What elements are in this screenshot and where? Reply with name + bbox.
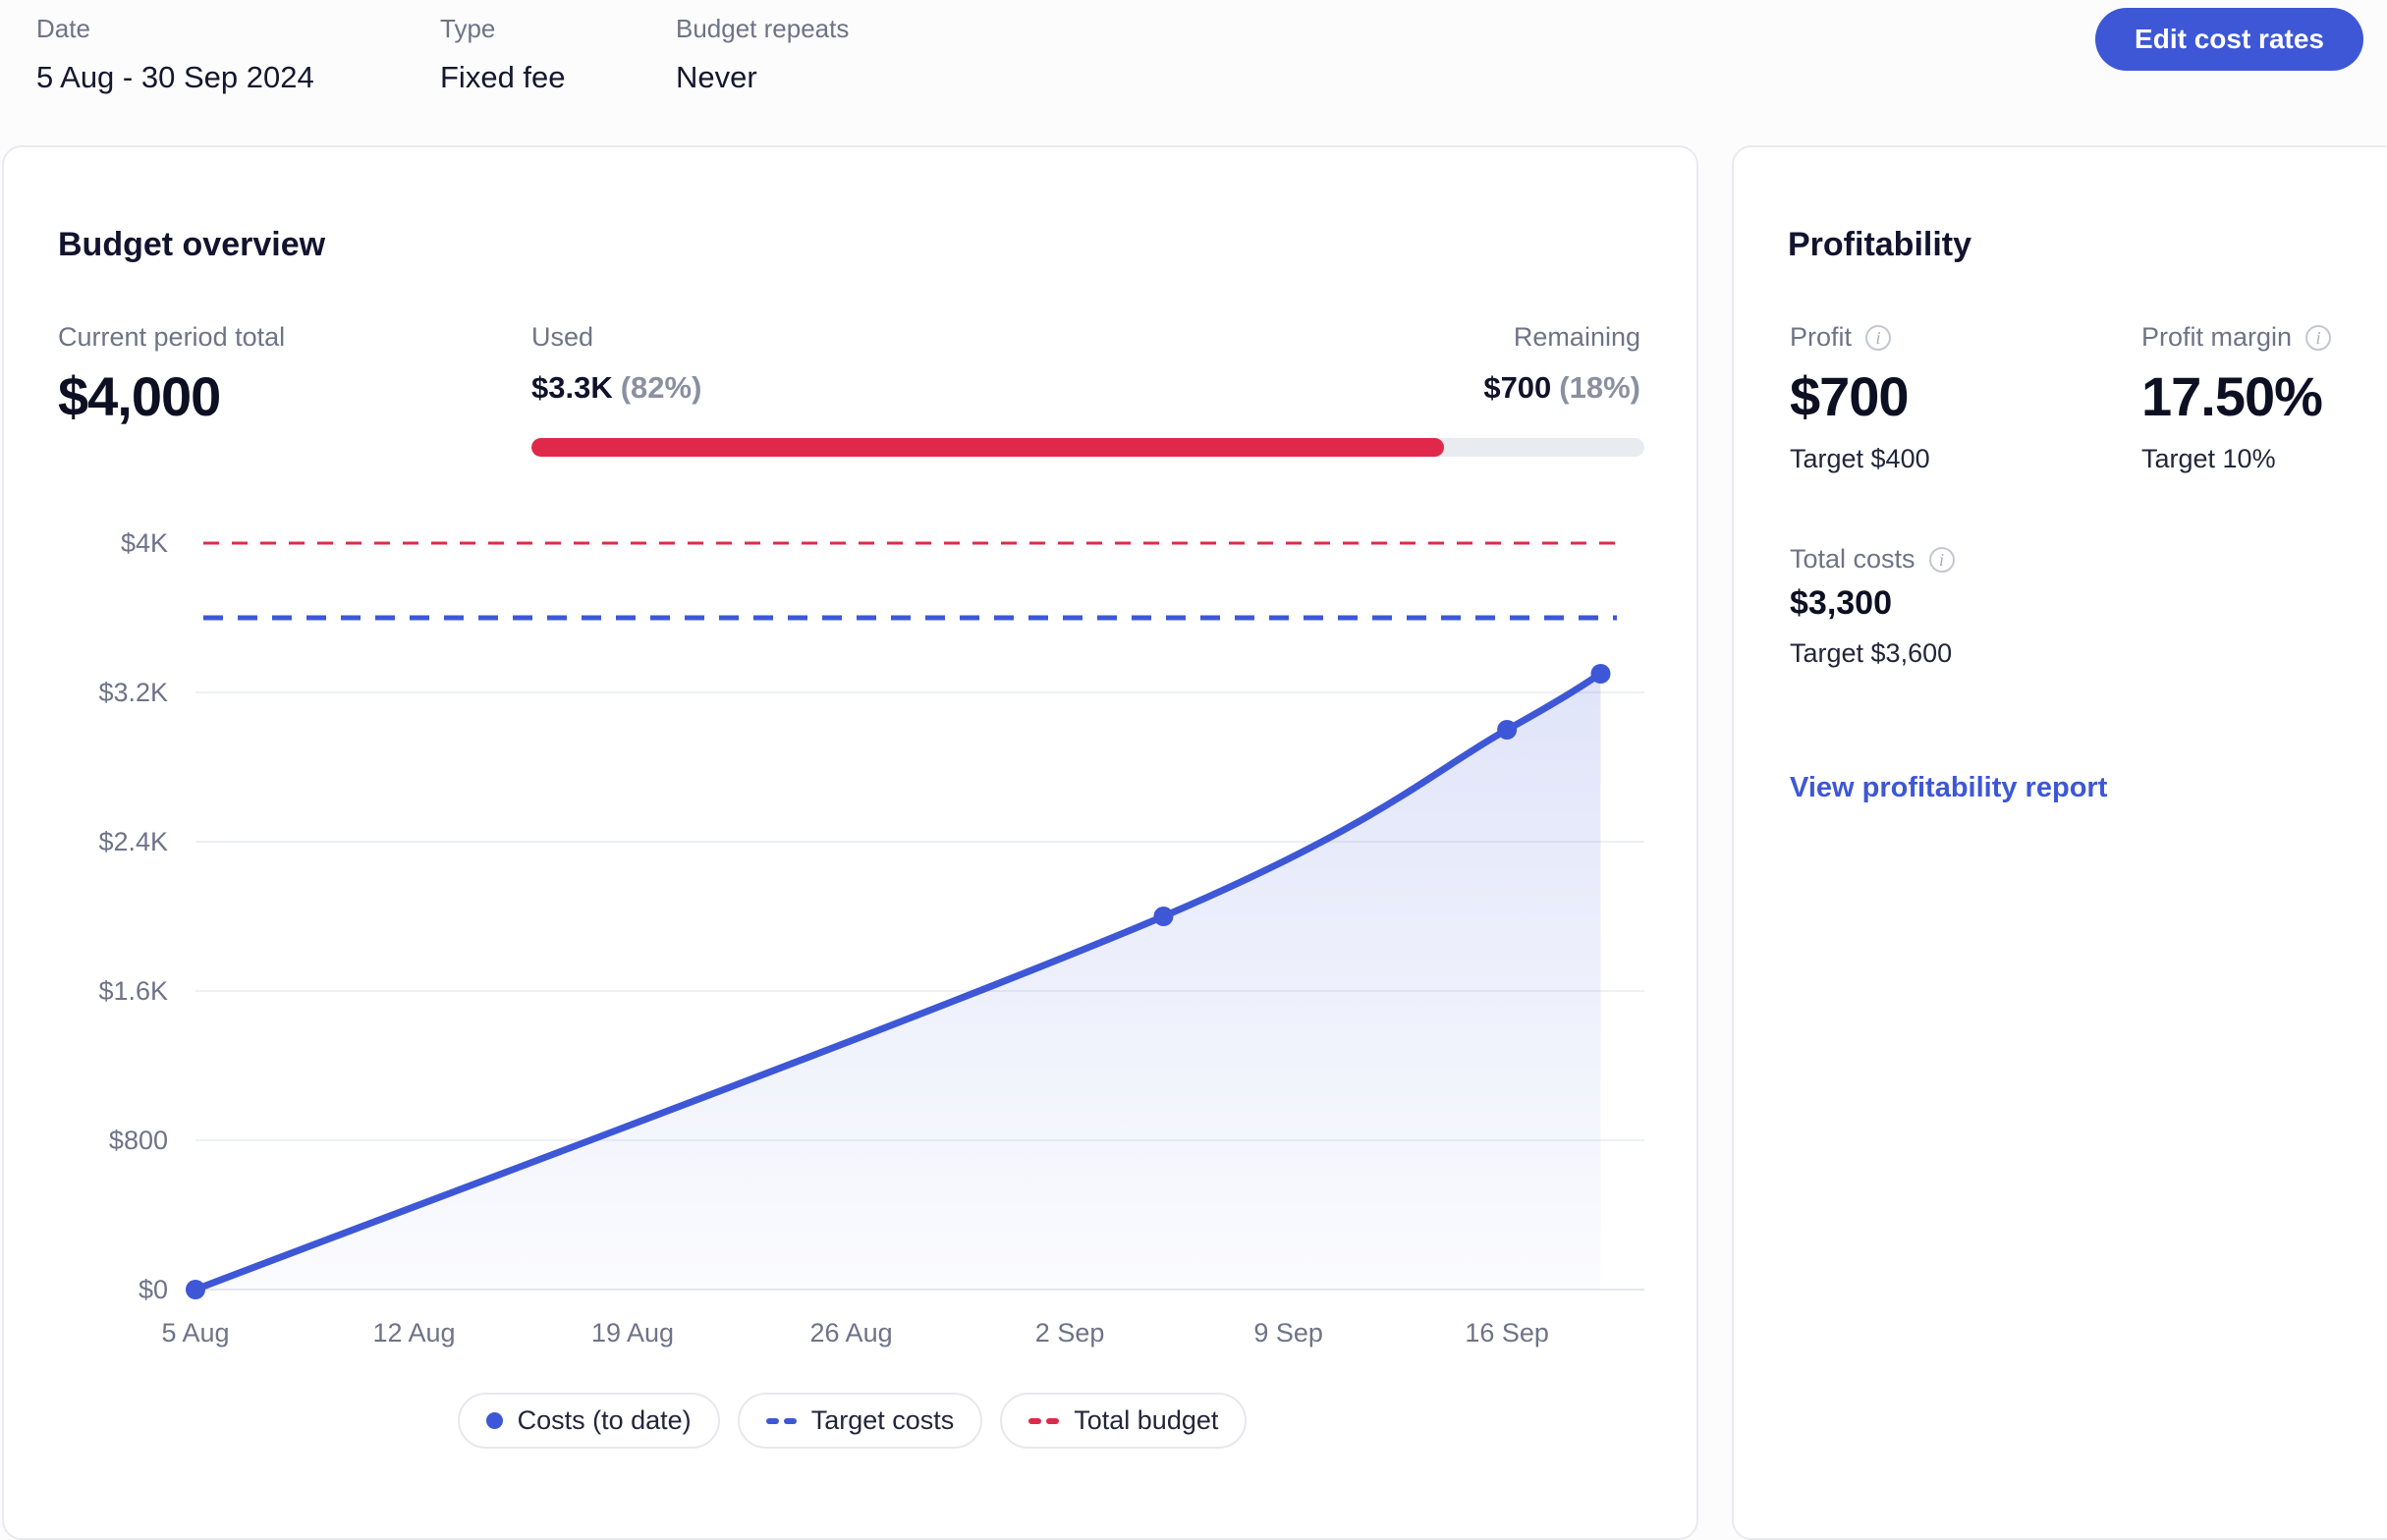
budget-repeats-value: Never <box>676 60 757 94</box>
info-icon[interactable]: i <box>2305 324 2332 351</box>
legend-item-target-costs[interactable]: Target costs <box>737 1393 983 1449</box>
legend-costs-label: Costs (to date) <box>517 1405 692 1435</box>
y-tick-label: $4K <box>121 530 168 558</box>
costs-area-fill <box>195 674 1601 1290</box>
profit-margin-label: Profit margin <box>2141 322 2293 352</box>
used-percent: (82%) <box>620 370 702 405</box>
legend-item-total-budget[interactable]: Total budget <box>1000 1393 1248 1449</box>
x-tick-label: 19 Aug <box>591 1318 674 1348</box>
y-tick-label: $800 <box>109 1126 168 1155</box>
type-label: Type <box>440 14 496 43</box>
total-budget-dash-icon <box>1028 1417 1060 1424</box>
x-tick-label: 9 Sep <box>1253 1318 1323 1348</box>
total-costs-target: Target $3,600 <box>1790 638 1953 668</box>
legend-target-costs-label: Target costs <box>810 1405 955 1435</box>
x-tick-label: 12 Aug <box>372 1318 455 1348</box>
budget-repeats-label: Budget repeats <box>676 14 850 43</box>
type-value: Fixed fee <box>440 60 566 94</box>
chart-legend: Costs (to date) Target costs Total budge… <box>4 1393 1700 1449</box>
profit-margin-value: 17.50% <box>2141 365 2323 427</box>
target-costs-dash-icon <box>765 1417 797 1424</box>
budget-dashboard: { "header": { "fields": [ {"label": "Dat… <box>2 8 2387 1540</box>
y-tick-label: $2.4K <box>98 827 168 856</box>
profit-target: Target $400 <box>1790 444 1930 473</box>
x-tick-label: 5 Aug <box>161 1318 229 1348</box>
profit-value: $700 <box>1790 365 1910 427</box>
profitability-title: Profitability <box>1788 226 1972 264</box>
costs-data-point[interactable] <box>1590 664 1611 684</box>
budget-progress-bar <box>531 438 1644 457</box>
profit-stat: Profit i $700 Target $400 <box>1790 322 1930 474</box>
total-costs-value: $3,300 <box>1790 584 1892 622</box>
date-value: 5 Aug - 30 Sep 2024 <box>36 60 314 94</box>
budget-overview-title: Budget overview <box>58 226 326 264</box>
profitability-card: Profitability Profit i $700 Target $400 … <box>1732 145 2387 1540</box>
edit-cost-rates-button[interactable]: Edit cost rates <box>2095 8 2363 71</box>
current-period-total: Current period total $4,000 <box>58 322 285 428</box>
current-period-total-value: $4,000 <box>58 365 221 427</box>
y-tick-label: $3.2K <box>98 678 168 707</box>
costs-dot-icon <box>485 1412 503 1429</box>
x-tick-label: 16 Sep <box>1465 1318 1549 1348</box>
profit-label: Profit <box>1790 322 1853 352</box>
x-tick-label: 26 Aug <box>810 1318 893 1348</box>
remaining-stat: Remaining $700 (18%) <box>1483 322 1640 406</box>
profit-margin-target: Target 10% <box>2141 444 2276 473</box>
date-label: Date <box>36 14 90 43</box>
total-costs-stat: Total costs i $3,300 Target $3,600 <box>1790 544 1955 669</box>
total-costs-label: Total costs <box>1790 544 1915 574</box>
legend-total-budget-label: Total budget <box>1074 1405 1219 1435</box>
meta-budget-repeats: Budget repeats Never <box>676 14 849 95</box>
used-stat: Used $3.3K (82%) <box>531 322 701 406</box>
costs-data-point[interactable] <box>186 1280 205 1299</box>
meta-date: Date 5 Aug - 30 Sep 2024 <box>36 14 314 95</box>
used-value: $3.3K (82%) <box>531 370 702 405</box>
costs-data-point[interactable] <box>1497 720 1518 740</box>
budget-progress-fill <box>531 438 1445 457</box>
profit-margin-stat: Profit margin i 17.50% Target 10% <box>2141 322 2332 474</box>
x-tick-label: 2 Sep <box>1035 1318 1105 1348</box>
current-period-total-label: Current period total <box>58 322 286 352</box>
info-icon[interactable]: i <box>1865 324 1892 351</box>
remaining-value: $700 (18%) <box>1483 370 1640 405</box>
budget-overview-card: Budget overview Current period total $4,… <box>2 145 1698 1540</box>
y-tick-label: $1.6K <box>98 976 168 1006</box>
remaining-label: Remaining <box>1513 322 1640 352</box>
legend-item-costs[interactable]: Costs (to date) <box>457 1393 720 1449</box>
view-profitability-report-link[interactable]: View profitability report <box>1790 772 2108 803</box>
costs-data-point[interactable] <box>1153 907 1174 926</box>
meta-type: Type Fixed fee <box>440 14 566 95</box>
info-icon[interactable]: i <box>1928 546 1955 573</box>
y-tick-label: $0 <box>139 1275 168 1304</box>
budget-chart: $0 $800 $1.6K $2.4K $3.2K $4K 5 Aug 12 Aug 19 Au… <box>98 530 1644 1348</box>
used-label: Used <box>531 322 594 352</box>
remaining-percent: (18%) <box>1559 370 1640 405</box>
